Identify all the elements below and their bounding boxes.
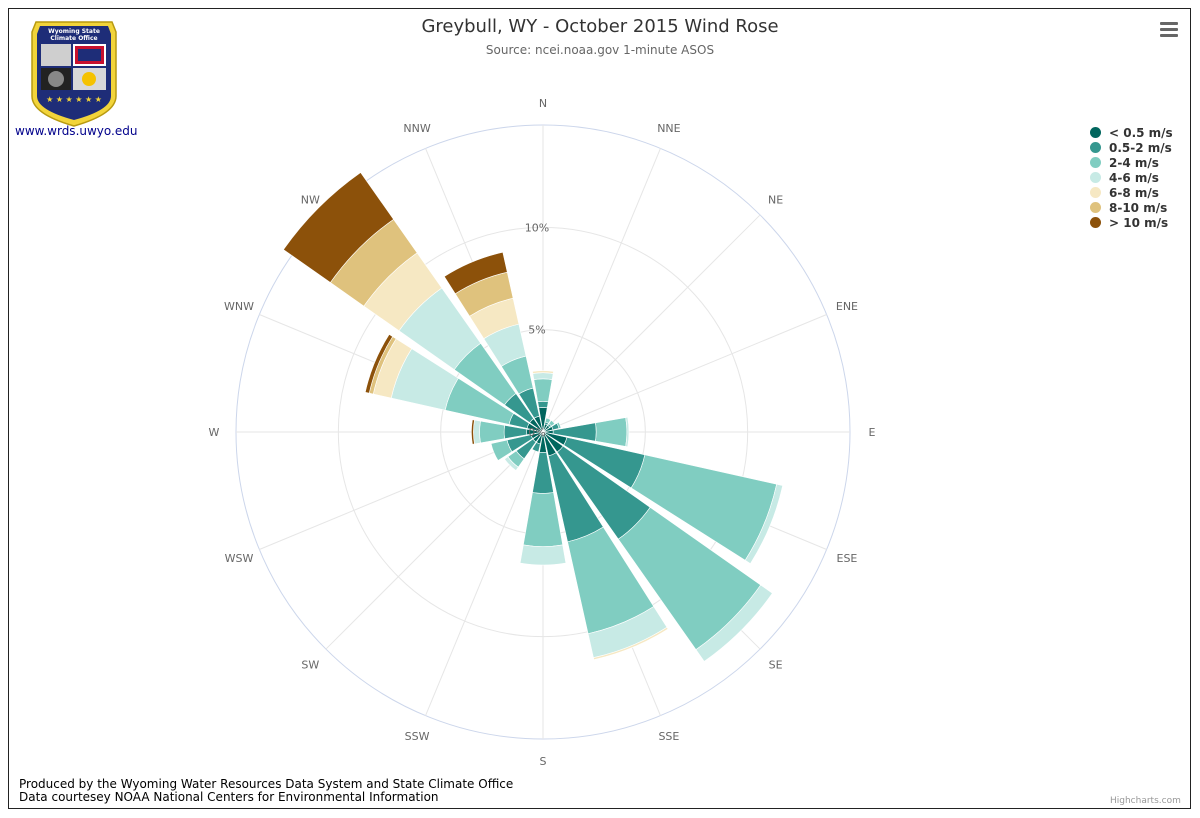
chart-title: Greybull, WY - October 2015 Wind Rose: [421, 16, 779, 37]
wind-bar-nne-series-2[interactable]: [544, 417, 552, 424]
legend-marker: [1090, 217, 1101, 228]
legend-label: 8-10 m/s: [1109, 200, 1168, 215]
legend-item-series-0[interactable]: < 0.5 m/s: [1090, 125, 1173, 140]
legend-marker: [1090, 157, 1101, 168]
legend-marker: [1090, 127, 1101, 138]
direction-label-wnw: WNW: [224, 300, 254, 313]
wind-bar-w-series-6[interactable]: [471, 419, 475, 445]
direction-gridline: [425, 431, 544, 716]
svg-text:★ ★ ★ ★ ★ ★: ★ ★ ★ ★ ★ ★: [46, 95, 102, 104]
wind-bar-ne-series-2[interactable]: [548, 419, 556, 427]
wind-bar-w-series-3[interactable]: [473, 419, 481, 445]
wind-bar-s-series-3[interactable]: [519, 544, 567, 566]
logo-text-line2: Climate Office: [50, 35, 97, 42]
chart-subtitle: Source: ncei.noaa.gov 1-minute ASOS: [485, 43, 715, 57]
direction-label-w: W: [209, 426, 220, 439]
wind-bar-n-series-4[interactable]: [532, 370, 554, 374]
direction-label-wsw: WSW: [225, 552, 254, 565]
wind-bar-n-series-1[interactable]: [537, 401, 549, 409]
wind-bar-ene-series-2[interactable]: [556, 421, 562, 429]
direction-label-ssw: SSW: [405, 730, 430, 743]
legend-label: 0.5-2 m/s: [1109, 140, 1172, 155]
direction-gridline: [325, 431, 544, 650]
wind-bar-ese-series-3[interactable]: [744, 483, 784, 565]
chart-legend: < 0.5 m/s 0.5-2 m/s 2-4 m/s 4-6 m/s 6-8 m/s 8…: [1090, 125, 1173, 230]
climate-office-logo[interactable]: ★ ★ ★ ★ ★ ★ Wyoming State Climate Office: [28, 18, 120, 128]
direction-label-nw: NW: [301, 193, 320, 206]
wind-bar-ssw-series-1[interactable]: [531, 441, 541, 453]
wind-bar-wnw-series-6[interactable]: [364, 333, 394, 394]
legend-label: > 10 m/s: [1109, 215, 1169, 230]
hamburger-menu-icon[interactable]: [1158, 20, 1180, 40]
wind-bar-sse-series-4[interactable]: [593, 626, 669, 661]
wind-bar-s-series-2[interactable]: [522, 492, 564, 547]
wind-bar-n-series-2[interactable]: [533, 378, 553, 403]
radial-tick-label: 10%: [525, 221, 549, 234]
wind-bar-wsw-series-2[interactable]: [490, 439, 513, 461]
legend-item-series-1[interactable]: 0.5-2 m/s: [1090, 140, 1173, 155]
wind-bar-e-series-2[interactable]: [595, 417, 628, 447]
footer-line2: Data courtesey NOAA National Centers for…: [19, 790, 439, 804]
footer-credits: Produced by the Wyoming Water Resources …: [19, 778, 513, 804]
legend-item-series-4[interactable]: 6-8 m/s: [1090, 185, 1173, 200]
legend-item-series-5[interactable]: 8-10 m/s: [1090, 200, 1173, 215]
wind-bar-n-series-3[interactable]: [532, 372, 554, 380]
wind-bar-nnw-series-6[interactable]: [443, 251, 508, 295]
legend-marker: [1090, 142, 1101, 153]
wind-bar-e-series-3[interactable]: [625, 416, 630, 448]
wind-bar-nw-series-6[interactable]: [283, 172, 394, 283]
radial-tick-label: 5%: [528, 324, 545, 337]
legend-label: < 0.5 m/s: [1109, 125, 1173, 140]
highcharts-credits-link[interactable]: Highcharts.com: [1110, 796, 1181, 806]
direction-label-ene: ENE: [836, 300, 858, 313]
footer-line1: Produced by the Wyoming Water Resources …: [19, 777, 514, 791]
legend-marker: [1090, 202, 1101, 213]
direction-label-nnw: NNW: [403, 122, 430, 135]
direction-label-se: SE: [769, 659, 783, 672]
direction-label-e: E: [869, 426, 876, 439]
direction-label-sse: SSE: [658, 730, 679, 743]
direction-gridline: [542, 148, 661, 433]
wind-bar-w-series-2[interactable]: [479, 420, 506, 444]
radial-tick-label: 0%: [528, 426, 545, 439]
legend-marker: [1090, 187, 1101, 198]
direction-label-sw: SW: [301, 659, 319, 672]
direction-gridline: [542, 314, 827, 433]
direction-label-n: N: [539, 97, 547, 110]
legend-marker: [1090, 172, 1101, 183]
wind-bar-sw-series-3[interactable]: [504, 456, 519, 471]
logo-url-link[interactable]: www.wrds.uwyo.edu: [15, 124, 138, 138]
legend-label: 6-8 m/s: [1109, 185, 1159, 200]
wind-bar-se-series-3[interactable]: [695, 584, 773, 662]
logo-text-line1: Wyoming State: [48, 28, 100, 35]
direction-label-nne: NNE: [657, 122, 680, 135]
direction-label-ne: NE: [768, 193, 783, 206]
direction-label-s: S: [540, 755, 547, 768]
legend-item-series-3[interactable]: 4-6 m/s: [1090, 170, 1173, 185]
legend-item-series-2[interactable]: 2-4 m/s: [1090, 155, 1173, 170]
legend-label: 4-6 m/s: [1109, 170, 1159, 185]
direction-label-ese: ESE: [837, 552, 858, 565]
legend-label: 2-4 m/s: [1109, 155, 1159, 170]
legend-item-series-6[interactable]: > 10 m/s: [1090, 215, 1173, 230]
direction-gridline: [542, 214, 761, 433]
